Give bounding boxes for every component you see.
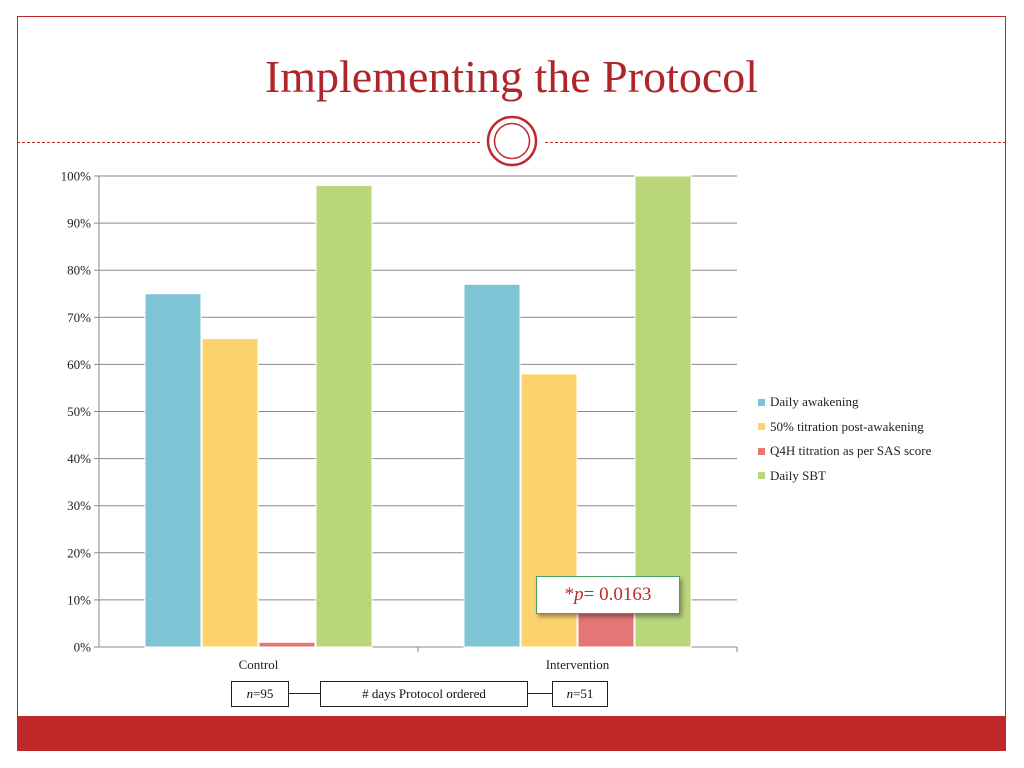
- legend-item: Daily SBT: [758, 464, 931, 489]
- connector-line-right: [528, 693, 552, 694]
- bar-daily-awakening: [463, 283, 521, 648]
- intervention-n-symbol: n: [566, 686, 574, 701]
- y-tick-label: 90%: [67, 216, 91, 231]
- legend-swatch: [758, 398, 765, 406]
- intervention-n-box: n =51: [552, 681, 608, 707]
- intervention-n-value: =51: [573, 686, 594, 701]
- p-value-text: = 0.0163: [583, 584, 652, 605]
- legend-label: Q4H titration as per SAS score: [770, 443, 932, 459]
- legend-item: Daily awakening: [758, 390, 931, 415]
- legend-swatch: [758, 472, 765, 480]
- chart-legend: Daily awakening 50% titration post-awaken…: [758, 390, 931, 488]
- p-value-annotation: * p = 0.0163: [536, 576, 680, 614]
- p-value-symbol: p: [574, 584, 584, 605]
- y-tick-label: 0%: [74, 640, 92, 655]
- x-category-label: Intervention: [546, 657, 610, 672]
- legend-label: Daily SBT: [770, 467, 826, 483]
- legend-item: 50% titration post-awakening: [758, 415, 931, 440]
- circle-ornament-icon: [486, 115, 538, 167]
- connector-line-left: [289, 693, 320, 694]
- y-tick-label: 20%: [67, 545, 91, 560]
- bar-q4h-titration-as-per-sas-score: [258, 641, 316, 648]
- y-tick-label: 60%: [67, 357, 91, 372]
- legend-label: Daily awakening: [770, 394, 859, 410]
- y-tick-label: 10%: [67, 592, 91, 607]
- y-tick-label: 80%: [67, 263, 91, 278]
- legend-label: 50% titration post-awakening: [770, 418, 924, 434]
- control-n-box: n =95: [231, 681, 289, 707]
- y-tick-label: 40%: [67, 451, 91, 466]
- bar-50-titration-post-awakening: [201, 337, 259, 648]
- title-divider-left: [17, 142, 480, 143]
- bar-daily-awakening: [144, 293, 202, 648]
- days-protocol-label: # days Protocol ordered: [362, 686, 486, 701]
- slide-title: Implementing the Protocol: [264, 51, 759, 102]
- days-protocol-box: # days Protocol ordered: [320, 681, 528, 707]
- bar-daily-sbt: [315, 184, 373, 648]
- legend-item: Q4H titration as per SAS score: [758, 439, 931, 464]
- x-category-label: Control: [239, 657, 279, 672]
- control-n-value: =95: [253, 686, 274, 701]
- bottom-band: [17, 716, 1006, 751]
- legend-swatch: [758, 447, 765, 455]
- y-tick-label: 50%: [67, 404, 91, 419]
- bar-daily-sbt: [634, 175, 692, 648]
- title-divider-right: [545, 142, 1006, 143]
- p-value-prefix: *: [564, 584, 575, 605]
- y-tick-label: 30%: [67, 498, 91, 513]
- legend-swatch: [758, 423, 765, 431]
- bar-chart: 0% 10% 20% 30% 40% 50% 60% 70% 80% 90% 100% Control…: [61, 169, 738, 672]
- y-tick-label: 100%: [61, 169, 92, 184]
- y-tick-label: 70%: [67, 310, 91, 325]
- control-n-symbol: n: [246, 686, 254, 701]
